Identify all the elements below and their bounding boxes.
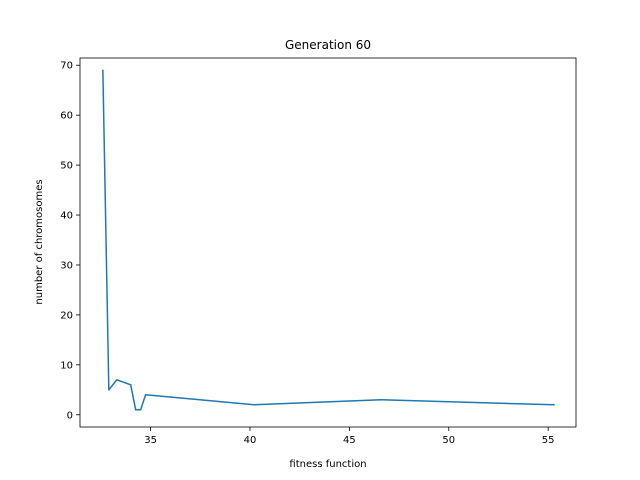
y-tick-label: 0 bbox=[67, 410, 73, 421]
y-tick-label: 30 bbox=[60, 260, 73, 271]
x-tick-label: 40 bbox=[244, 435, 257, 446]
y-tick-label: 50 bbox=[60, 161, 73, 172]
data-point bbox=[134, 409, 137, 411]
y-tick-label: 20 bbox=[60, 310, 73, 321]
data-point bbox=[144, 394, 147, 396]
data-point bbox=[253, 404, 255, 406]
y-tick-label: 60 bbox=[60, 111, 73, 122]
plot-frame bbox=[79, 57, 577, 428]
y-tick-label: 10 bbox=[60, 360, 73, 371]
data-point bbox=[102, 69, 104, 71]
data-point bbox=[380, 399, 382, 401]
x-tick-label: 35 bbox=[144, 435, 157, 446]
series-line bbox=[102, 70, 555, 411]
data-point bbox=[116, 379, 118, 381]
data-point bbox=[129, 384, 132, 386]
x-tick-label: 45 bbox=[343, 435, 356, 446]
y-axis-label: number of chromosomes bbox=[34, 179, 45, 304]
x-tick-label: 50 bbox=[442, 435, 455, 446]
y-tick-label: 40 bbox=[60, 211, 73, 222]
chart-title: Generation 60 bbox=[285, 38, 371, 52]
x-axis-ticks: 35 40 45 50 55 bbox=[144, 427, 555, 446]
data-point bbox=[139, 409, 142, 411]
y-tick-label: 70 bbox=[60, 61, 73, 72]
x-tick-label: 55 bbox=[542, 435, 555, 446]
data-point bbox=[108, 389, 110, 391]
x-axis-label: fitness function bbox=[289, 459, 366, 470]
y-axis-ticks: 0 10 20 30 40 50 60 70 bbox=[60, 61, 80, 421]
series-group bbox=[102, 69, 555, 411]
data-point bbox=[553, 404, 555, 406]
